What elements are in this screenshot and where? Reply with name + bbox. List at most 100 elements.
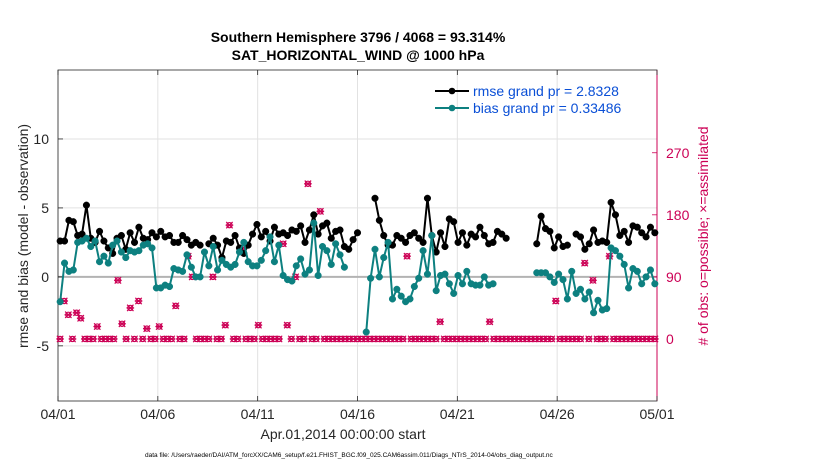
rmse-point: [423, 194, 432, 202]
obs-assimilated-point: [56, 335, 64, 343]
bias-point: [327, 260, 335, 269]
rmse-point: [95, 227, 104, 235]
bias-point: [266, 233, 274, 241]
rmse-point: [323, 219, 331, 227]
bias-point: [620, 260, 628, 269]
rmse-point: [450, 218, 458, 226]
rmse-point: [148, 229, 156, 237]
bias-point: [428, 231, 436, 240]
obs-assimilated-point: [283, 321, 292, 329]
bias-point: [270, 258, 278, 266]
obs-assimilated-point: [403, 252, 411, 260]
rmse-point: [581, 245, 589, 253]
bias-point: [231, 260, 239, 269]
bias-point: [235, 248, 243, 256]
bias-point: [318, 242, 327, 251]
rmse-point: [165, 231, 174, 240]
rmse-point: [625, 238, 633, 246]
rmse-point: [305, 226, 313, 234]
bias-point: [109, 241, 117, 249]
bias-point: [550, 278, 558, 286]
bias-point: [165, 282, 174, 291]
legend-swatch-marker: [448, 104, 456, 112]
rmse-point: [183, 236, 191, 244]
obs-assimilated-point: [138, 335, 147, 343]
bias-point: [410, 282, 418, 291]
obs-assimilated-point: [287, 335, 296, 343]
rmse-point: [646, 223, 654, 231]
obs-assimilated-point: [576, 335, 585, 343]
bias-point: [419, 247, 427, 255]
rmse-point: [402, 238, 410, 246]
y2-tick-label: 0: [666, 331, 674, 347]
legend-label-bias: bias grand pr = 0.33486: [473, 100, 621, 116]
x-tick-label: 05/01: [639, 406, 674, 422]
bias-point: [441, 270, 449, 278]
rmse-point: [371, 194, 379, 202]
bias-point: [611, 247, 620, 255]
bias-point: [187, 263, 195, 271]
obs-assimilated-point: [254, 321, 263, 329]
obs-assimilated-point: [76, 314, 85, 322]
bias-point: [257, 256, 265, 264]
bias-point: [279, 271, 287, 280]
rmse-point: [353, 229, 362, 237]
rmse-point: [638, 229, 646, 237]
legend-swatch-marker: [448, 87, 456, 95]
bias-point: [275, 241, 283, 249]
bias-point: [104, 259, 112, 267]
bias-point: [458, 280, 466, 288]
bias-point: [214, 266, 222, 274]
rmse-point: [550, 244, 558, 252]
rmse-point: [380, 231, 388, 240]
rmse-point: [415, 234, 423, 242]
rmse-point: [262, 227, 270, 235]
obs-assimilated-point: [72, 309, 81, 317]
rmse-point: [130, 238, 139, 246]
obs-assimilated-point: [551, 297, 560, 305]
bias-point: [367, 274, 375, 282]
rmse-point: [100, 237, 108, 245]
rmse-point: [174, 238, 182, 246]
bias-point: [179, 267, 187, 275]
bias-point: [625, 284, 633, 292]
bias-point: [262, 247, 270, 255]
obs-assimilated-point: [436, 318, 444, 326]
rmse-point: [472, 233, 480, 241]
rmse-point: [231, 231, 239, 240]
obs-assimilated-point: [217, 335, 226, 343]
bias-point: [148, 244, 156, 252]
rmse-point: [301, 238, 309, 246]
obs-assimilated-point: [64, 311, 73, 319]
rmse-point: [454, 238, 462, 246]
rmse-point: [642, 233, 650, 241]
bias-point: [87, 242, 95, 251]
obs-assimilated-point: [151, 335, 159, 343]
bias-point: [336, 251, 344, 259]
obs-assimilated-point: [180, 335, 188, 343]
chart-title-line1: Southern Hemisphere 3796 / 4068 = 93.314…: [211, 29, 506, 45]
rmse-point: [375, 216, 383, 224]
rmse-point: [196, 241, 204, 249]
obs-assimilated-point: [167, 335, 176, 343]
rmse-point: [157, 227, 165, 235]
legend-label-rmse: rmse grand pr = 2.8328: [473, 83, 619, 99]
bias-point: [82, 234, 90, 242]
obs-assimilated-point: [225, 221, 234, 229]
bias-point: [314, 271, 322, 280]
bias-point: [209, 242, 217, 251]
obs-assimilated-point: [485, 318, 494, 326]
rmse-point: [270, 223, 278, 231]
rmse-point: [441, 242, 449, 251]
obs-assimilated-point: [68, 335, 77, 343]
bias-point: [61, 259, 69, 267]
rmse-point: [179, 231, 187, 240]
rmse-point: [546, 227, 554, 235]
rmse-point: [410, 229, 418, 237]
bias-point: [362, 328, 370, 336]
obs-assimilated-point: [109, 335, 118, 343]
bias-point: [205, 262, 213, 270]
x-tick-label: 04/21: [440, 406, 475, 422]
bias-point: [253, 262, 261, 270]
